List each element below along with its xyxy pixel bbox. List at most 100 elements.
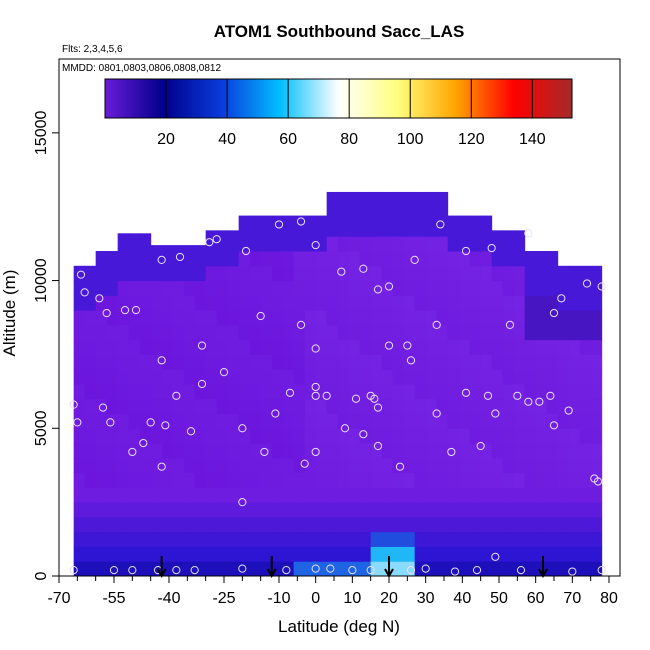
observation-point [157, 356, 166, 365]
heatmap-cell [194, 310, 207, 326]
heatmap-cell [304, 383, 317, 400]
heatmap-cell [425, 561, 438, 577]
heatmap-cell [260, 310, 273, 326]
heatmap-cell [524, 428, 537, 444]
heatmap-cell [381, 221, 394, 237]
heatmap-cell [535, 369, 548, 385]
observation-point [450, 567, 460, 576]
heatmap-cell [304, 354, 317, 370]
heatmap-cell [194, 487, 207, 503]
heatmap-cell [304, 369, 317, 385]
observation-point [106, 418, 115, 427]
heatmap-cell [447, 221, 460, 237]
heatmap-cell [315, 502, 328, 518]
heatmap-cell [359, 236, 372, 252]
flights-label: Flts: 2,3,4,5,6 [62, 44, 123, 55]
observation-point [205, 238, 214, 247]
heatmap-cell [579, 428, 592, 444]
heatmap-cell [425, 502, 438, 518]
heatmap-cell [513, 398, 526, 415]
heatmap-cell [315, 383, 328, 400]
heatmap-cell [590, 531, 603, 547]
heatmap-cell [579, 413, 592, 429]
heatmap-cell [326, 251, 339, 267]
heatmap-cell [205, 324, 218, 341]
heatmap-cell [260, 546, 273, 562]
heatmap-cell [282, 443, 295, 459]
heatmap-cell [425, 413, 438, 429]
heatmap-cell [172, 354, 185, 370]
heatmap-cell [271, 236, 284, 252]
heatmap-cell [502, 369, 515, 385]
heatmap-cell [128, 487, 141, 503]
heatmap-cell [502, 251, 515, 267]
heatmap-cell [293, 369, 306, 385]
heatmap-cell [139, 383, 152, 400]
heatmap-cell [370, 251, 383, 267]
heatmap-cell [546, 251, 559, 267]
heatmap-cell [513, 428, 526, 444]
heatmap-cell [238, 339, 251, 355]
heatmap-cell [84, 398, 97, 415]
heatmap-cell [117, 383, 130, 400]
heatmap-cell [425, 354, 438, 370]
heatmap-cell [84, 443, 97, 459]
heatmap-cell [480, 369, 493, 385]
heatmap-cell [359, 398, 372, 415]
colorbar: 20 40 60 80 100 120 140 [104, 78, 573, 148]
heatmap-cell [139, 339, 152, 355]
heatmap-cell [513, 310, 526, 326]
heatmap-cell [205, 546, 218, 562]
observation-point [406, 565, 416, 575]
heatmap-cell [249, 354, 262, 370]
heatmap-cell [128, 295, 141, 311]
heatmap-cell [568, 295, 581, 311]
heatmap-cell [183, 428, 196, 444]
heatmap-cell [469, 265, 482, 282]
observation-point [120, 306, 130, 315]
heatmap-cell [128, 265, 141, 282]
heatmap-cell [480, 413, 493, 429]
heatmap-cell [480, 487, 493, 503]
heatmap-cell [348, 487, 361, 503]
heatmap-cell [183, 413, 196, 429]
heatmap-cell [205, 339, 218, 355]
heatmap-cell [447, 516, 460, 533]
heatmap-cell [249, 215, 262, 222]
heatmap-cell [348, 354, 361, 370]
heatmap-cell [392, 502, 405, 518]
heatmap-cell [403, 339, 416, 355]
observation-point [395, 462, 405, 471]
heatmap-cell [414, 295, 427, 311]
heatmap-cell [458, 251, 471, 267]
heatmap-cell [425, 295, 438, 311]
heatmap-cell [348, 236, 361, 252]
heatmap-cell [194, 383, 207, 400]
heatmap-cell [491, 531, 504, 547]
heatmap-cell [370, 354, 383, 370]
observation-point [311, 564, 320, 573]
heatmap-cell [117, 251, 130, 267]
heatmap-cell [425, 443, 438, 459]
heatmap-cell [370, 383, 383, 400]
heatmap-cell [436, 251, 449, 267]
heatmap-cell [403, 191, 416, 208]
heatmap-cell [216, 428, 229, 444]
heatmap-cell [546, 428, 559, 444]
heatmap-cell [491, 251, 504, 267]
heatmap-cell [568, 383, 581, 400]
heatmap-cell [150, 472, 163, 488]
heatmap-cell [381, 398, 394, 415]
heatmap-cell [117, 295, 130, 311]
heatmap-cell [315, 428, 328, 444]
x-tick-label: 30 [417, 590, 435, 607]
heatmap-cell [392, 383, 405, 400]
heatmap-cell [502, 443, 515, 459]
heatmap-cell [282, 339, 295, 355]
observation-point [219, 368, 229, 377]
heatmap-cell [183, 502, 196, 518]
observation-point [238, 564, 247, 573]
heatmap-cell [304, 502, 317, 518]
heatmap-cell [524, 354, 537, 370]
